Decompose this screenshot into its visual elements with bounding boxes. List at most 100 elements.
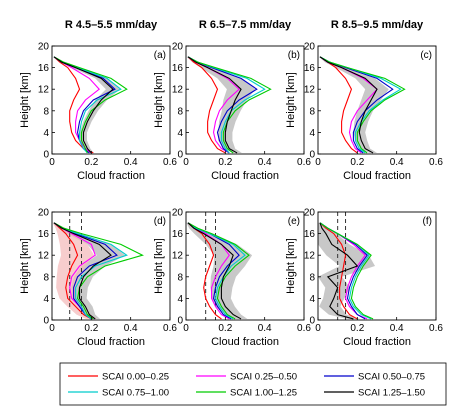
x-tick-label: 0 [315, 323, 321, 334]
y-tick-label: 0 [177, 150, 183, 161]
y-tick-label: 8 [43, 106, 49, 117]
y-tick-label: 8 [177, 106, 183, 117]
x-tick-label: 0.2 [218, 157, 232, 168]
x-axis-label: Cloud fraction [211, 170, 279, 182]
legend-label: SCAI 0.25–0.50 [230, 372, 297, 383]
panel-d: 0 0.2 0.4 0.6 0 4 8 12 16 20 Cloud fraction Height … [19, 208, 177, 349]
series-line [53, 56, 94, 154]
x-tick-label: 0.4 [390, 157, 404, 168]
panel-tag: (d) [154, 216, 166, 227]
y-tick-label: 12 [172, 251, 184, 262]
axes-box [51, 45, 171, 155]
x-axis-label: Cloud fraction [343, 336, 411, 348]
y-tick-label: 0 [177, 316, 183, 327]
y-tick-label: 20 [172, 208, 184, 219]
panel-title: R 4.5–5.5 mm/day [65, 19, 158, 31]
series-line [187, 222, 222, 320]
series-line [53, 222, 112, 320]
legend-box [59, 362, 447, 406]
x-tick-label: 0 [183, 157, 189, 168]
spread-band [186, 56, 256, 153]
x-tick-label: 0 [49, 323, 55, 334]
x-tick-label: 0.2 [218, 323, 232, 334]
panel-tag: (f) [423, 216, 432, 227]
legend-label: SCAI 1.25–1.50 [358, 388, 425, 399]
y-tick-label: 8 [309, 272, 315, 283]
y-tick-label: 0 [309, 150, 315, 161]
series-line [53, 222, 92, 320]
y-tick-label: 4 [43, 128, 49, 139]
legend-label: SCAI 0.00–0.25 [102, 372, 169, 383]
panel-tag: (c) [420, 50, 432, 61]
y-tick-label: 8 [177, 272, 183, 283]
panel-tag: (a) [154, 50, 166, 61]
series-line [187, 222, 246, 320]
y-tick-label: 20 [172, 42, 184, 53]
series-line [319, 56, 406, 154]
x-tick-label: 0.6 [163, 157, 177, 168]
legend-label: SCAI 0.75–1.00 [102, 388, 169, 399]
x-axis-label: Cloud fraction [77, 336, 145, 348]
y-tick-label: 20 [304, 208, 316, 219]
y-tick-label: 16 [38, 229, 50, 240]
x-tick-label: 0.4 [390, 323, 404, 334]
y-tick-label: 8 [43, 272, 49, 283]
y-tick-label: 12 [38, 251, 50, 262]
y-tick-label: 12 [304, 251, 316, 262]
legend-label: SCAI 1.00–1.25 [230, 388, 297, 399]
series-line [187, 56, 272, 154]
panel-title: R 6.5–7.5 mm/day [199, 19, 292, 31]
y-tick-label: 4 [43, 294, 49, 305]
axes-box [317, 211, 437, 321]
series-line [187, 222, 242, 320]
series-line [53, 56, 114, 154]
y-tick-label: 16 [304, 229, 316, 240]
x-tick-label: 0.6 [163, 323, 177, 334]
y-tick-label: 16 [172, 229, 184, 240]
series-line [53, 56, 122, 154]
series-line [53, 222, 144, 320]
x-tick-label: 0 [315, 157, 321, 168]
legend-item: SCAI 0.00–0.25 [68, 372, 169, 383]
x-axis-label: Cloud fraction [211, 336, 279, 348]
y-axis-label: Height [km] [285, 238, 297, 294]
y-tick-label: 20 [38, 42, 50, 53]
series-line [319, 222, 374, 320]
y-axis-label: Height [km] [153, 72, 165, 128]
legend-item: SCAI 0.75–1.00 [68, 388, 169, 399]
y-tick-label: 4 [309, 128, 315, 139]
legend-item: SCAI 0.25–0.50 [196, 372, 297, 383]
x-axis-label: Cloud fraction [77, 170, 145, 182]
y-tick-label: 12 [304, 85, 316, 96]
legend-item: SCAI 1.00–1.25 [196, 388, 297, 399]
series-line [319, 222, 359, 320]
y-tick-label: 20 [38, 208, 50, 219]
y-axis-label: Height [km] [153, 238, 165, 294]
y-axis-label: Height [km] [19, 238, 31, 294]
x-tick-label: 0.6 [297, 323, 311, 334]
spread-band-red [52, 222, 97, 319]
panel-tag: (e) [288, 216, 300, 227]
series-line [53, 56, 128, 154]
series-line [319, 56, 358, 154]
axes-box [51, 211, 171, 321]
y-tick-label: 8 [309, 106, 315, 117]
legend: SCAI 0.00–0.25 SCAI 0.25–0.50 SCAI 0.50–0.… [59, 362, 447, 406]
y-axis-label: Height [km] [19, 72, 31, 128]
x-tick-label: 0.2 [84, 157, 98, 168]
y-tick-label: 16 [38, 63, 50, 74]
spread-band [318, 56, 389, 153]
x-tick-label: 0.2 [350, 323, 364, 334]
x-tick-label: 0.2 [84, 323, 98, 334]
y-tick-label: 12 [38, 85, 50, 96]
y-tick-label: 0 [43, 316, 49, 327]
legend-item: SCAI 1.25–1.50 [324, 388, 425, 399]
y-tick-label: 4 [177, 128, 183, 139]
y-tick-label: 4 [177, 294, 183, 305]
x-tick-label: 0.6 [429, 323, 443, 334]
